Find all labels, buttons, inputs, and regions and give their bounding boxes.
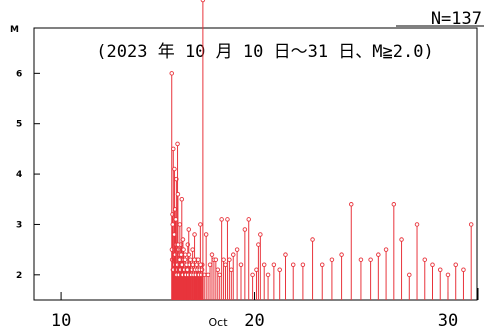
- x-tick-label: 30: [438, 311, 458, 331]
- stem-point: [213, 257, 219, 262]
- stem-point: [172, 166, 177, 172]
- stem-point: [310, 237, 315, 242]
- stem-point: [368, 257, 373, 262]
- y-tick-label: 4: [16, 170, 22, 180]
- stem-point: [339, 252, 344, 257]
- stem-point: [217, 272, 222, 278]
- stem-point: [192, 232, 197, 237]
- stem-point: [181, 247, 186, 252]
- stem-point: [170, 222, 175, 227]
- stem-point: [234, 247, 240, 252]
- stem-point: [242, 227, 248, 232]
- stem-point: [223, 262, 228, 267]
- stem-point: [468, 222, 474, 227]
- stem-point: [329, 257, 335, 262]
- stem-point: [175, 191, 181, 197]
- y-tick-label: 5: [16, 120, 22, 130]
- stem-point: [190, 247, 195, 252]
- stem-point: [391, 202, 397, 207]
- stem-point: [445, 272, 451, 278]
- y-tick-label: 3: [16, 220, 22, 230]
- stem-point: [195, 257, 201, 262]
- stem-point: [173, 217, 179, 222]
- y-axis-ticks: 2 3 4 5 6: [16, 69, 40, 281]
- y-tick-label: 6: [16, 69, 22, 79]
- stem-point: [414, 222, 420, 227]
- x-tick-label: 10: [51, 311, 71, 331]
- stem-point: [221, 257, 226, 262]
- stem-point: [169, 71, 174, 76]
- stem-point: [453, 262, 458, 267]
- y-axis-label: M: [10, 25, 19, 35]
- stem-point: [422, 257, 428, 262]
- stem-point: [215, 267, 221, 273]
- stem-point: [283, 252, 288, 257]
- stem-point: [399, 237, 404, 242]
- stem-point: [186, 227, 192, 232]
- count-label: N=137: [431, 9, 482, 29]
- stem-point: [258, 232, 263, 237]
- stem-point: [290, 262, 296, 267]
- stem-point: [238, 262, 244, 267]
- stem-point: [180, 237, 186, 242]
- stem-point: [225, 217, 230, 222]
- stem-point: [192, 257, 197, 262]
- stem-point: [209, 252, 215, 257]
- stem-point: [198, 222, 203, 227]
- stem-point: [246, 217, 251, 222]
- stem-point: [437, 267, 443, 273]
- stem-point: [175, 242, 181, 247]
- stem-point: [271, 262, 277, 267]
- stem-point: [175, 141, 180, 147]
- stem-point: [231, 252, 236, 257]
- stem-point: [178, 252, 184, 257]
- stem-point: [383, 247, 389, 252]
- stem-point: [179, 197, 185, 202]
- stem-point: [430, 262, 435, 267]
- stem-point: [461, 267, 466, 273]
- x-tick-label: 20: [244, 311, 264, 331]
- stem-point: [407, 272, 412, 278]
- stem-point: [207, 262, 213, 267]
- stem-point: [261, 262, 267, 267]
- x-axis-month-label: Oct: [208, 316, 228, 329]
- stem-point: [203, 232, 209, 237]
- stem-point: [229, 267, 234, 273]
- stem-point: [171, 146, 176, 152]
- stem-point: [277, 267, 282, 273]
- stem-point: [349, 202, 354, 207]
- stem-point: [254, 267, 259, 273]
- stem-point: [358, 257, 364, 262]
- stem-point: [319, 262, 325, 267]
- stem-point: [198, 262, 203, 267]
- stem-point: [300, 262, 306, 267]
- stem-point: [200, 0, 206, 3]
- stem-series: [169, 0, 474, 300]
- stem-point: [186, 252, 192, 257]
- stem-point: [250, 272, 255, 278]
- stem-point: [177, 222, 183, 227]
- stem-point: [219, 217, 224, 222]
- stem-point: [205, 272, 211, 278]
- range-annotation: (2023 年 10 月 10 日～31 日、M≧2.0): [96, 42, 433, 62]
- x-axis-ticks: 10 20 30: [51, 292, 458, 331]
- stem-point: [256, 242, 261, 247]
- stem-point: [265, 272, 271, 278]
- stem-point: [227, 257, 232, 262]
- y-tick-label: 2: [16, 271, 22, 281]
- stem-point: [376, 252, 381, 257]
- stem-point: [188, 257, 193, 262]
- stem-point: [182, 257, 188, 262]
- plot-frame: [33, 27, 478, 301]
